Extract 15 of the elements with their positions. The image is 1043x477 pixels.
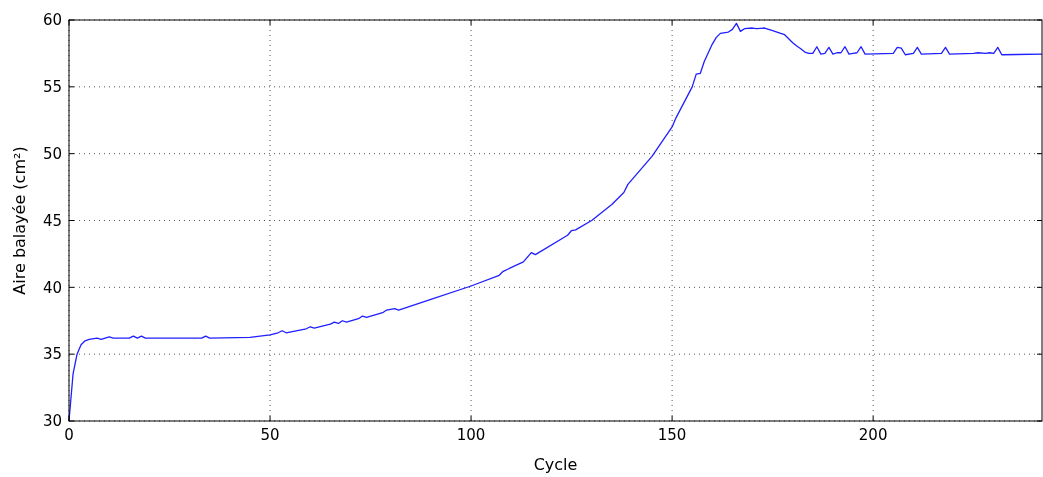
x-tick-label: 100 — [456, 426, 486, 444]
y-tick-label: 50 — [42, 144, 62, 163]
y-tick-label: 35 — [42, 345, 62, 364]
y-tick-label: 30 — [42, 412, 62, 431]
y-axis-title: Aire balayée (cm²) — [10, 146, 29, 295]
y-tick-label: 45 — [42, 211, 62, 230]
x-tick-label: 200 — [858, 426, 888, 444]
y-tick-label: 55 — [42, 78, 62, 97]
line-series — [68, 22, 1043, 422]
x-axis-title: Cycle — [533, 455, 578, 474]
x-tick-label: 0 — [64, 426, 74, 444]
y-tick-label: 60 — [42, 11, 62, 30]
x-tick-label: 50 — [260, 426, 280, 444]
x-tick-label: 150 — [657, 426, 687, 444]
y-tick-label: 40 — [42, 278, 62, 297]
